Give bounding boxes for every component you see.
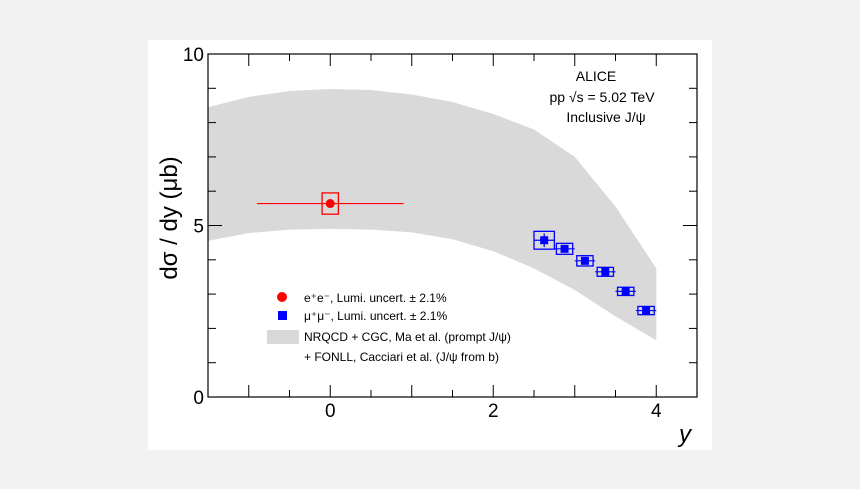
x-tick-label: 0 xyxy=(325,401,336,422)
data-point-mumu xyxy=(642,306,651,315)
y-axis-title: dσ / dy (μb) xyxy=(156,156,183,279)
legend-marker-ee xyxy=(277,292,287,302)
data-point-mumu xyxy=(560,244,569,253)
y-tick-label: 10 xyxy=(183,45,204,66)
legend-label-mumu: μ⁺μ⁻, Lumi. uncert. ± 2.1% xyxy=(304,309,447,323)
data-points-layer xyxy=(256,192,657,316)
theory-band-layer xyxy=(208,89,657,341)
legend-label-band-line2: + FONLL, Cacciari et al. (J/ψ from b) xyxy=(304,350,499,364)
y-tick-label: 0 xyxy=(193,388,204,409)
data-point-mumu xyxy=(580,256,589,265)
legend-label-ee: e⁺e⁻, Lumi. uncert. ± 2.1% xyxy=(304,291,447,305)
collision-system-label: pp √s = 5.02 TeV xyxy=(549,89,655,105)
data-point-mumu xyxy=(540,236,549,245)
legend: e⁺e⁻, Lumi. uncert. ± 2.1% μ⁺μ⁻, Lumi. u… xyxy=(267,291,511,364)
x-tick-label: 2 xyxy=(488,401,499,422)
legend-marker-mumu xyxy=(278,311,287,320)
cross-section-chart: 0 2 4 0 5 10 dσ / dy (μb) y ALICE pp √s = 5.0… xyxy=(156,45,698,448)
experiment-label: ALICE xyxy=(576,68,616,84)
data-point-mumu xyxy=(601,267,610,276)
data-point-mumu xyxy=(621,287,630,296)
observable-label: Inclusive J/ψ xyxy=(566,109,645,125)
theory-band xyxy=(208,89,657,341)
figure: 0 2 4 0 5 10 dσ / dy (μb) y ALICE pp √s = 5.0… xyxy=(148,40,712,450)
x-axis-title: y xyxy=(677,421,693,448)
x-tick-label: 4 xyxy=(651,401,662,422)
legend-marker-band xyxy=(267,330,299,344)
y-tick-label: 5 xyxy=(193,217,204,238)
data-point-ee xyxy=(325,199,335,209)
plot-frame: 0 2 4 0 5 10 xyxy=(183,45,698,422)
legend-label-band: NRQCD + CGC, Ma et al. (prompt J/ψ) xyxy=(304,330,511,344)
